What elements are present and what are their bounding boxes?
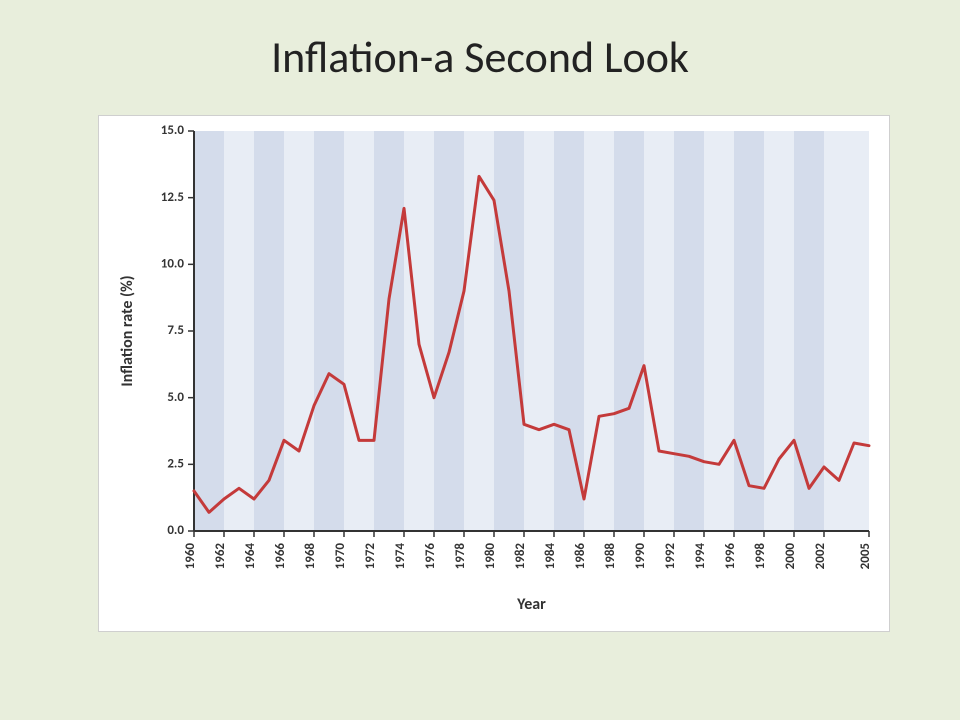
x-tick-label: 1960 bbox=[183, 543, 198, 570]
chart-stripe bbox=[374, 131, 404, 531]
x-tick-label: 1992 bbox=[663, 543, 678, 570]
chart-stripe bbox=[734, 131, 764, 531]
chart-stripe bbox=[494, 131, 524, 531]
x-tick-label: 1994 bbox=[693, 543, 708, 570]
y-tick-label: 10.0 bbox=[161, 256, 185, 271]
x-tick-label: 1970 bbox=[333, 543, 348, 570]
inflation-chart: 0.0 2.5 5.0 7.5 10.0 12.5 15.0 1960 1962 1964 1966… bbox=[98, 115, 890, 632]
chart-stripe bbox=[704, 131, 734, 531]
chart-stripe bbox=[644, 131, 674, 531]
y-tick-label: 5.0 bbox=[167, 390, 184, 405]
chart-stripe bbox=[554, 131, 584, 531]
x-tick-label: 1990 bbox=[633, 543, 648, 570]
y-tick-label: 15.0 bbox=[161, 123, 185, 138]
chart-stripe bbox=[674, 131, 704, 531]
x-tick-label: 1986 bbox=[573, 543, 588, 570]
chart-stripe bbox=[194, 131, 224, 531]
x-tick-label: 1964 bbox=[243, 543, 258, 570]
y-tick-label: 0.0 bbox=[167, 523, 184, 538]
x-tick-label: 1976 bbox=[423, 543, 438, 570]
chart-stripe bbox=[764, 131, 794, 531]
x-tick-label: 1996 bbox=[723, 543, 738, 570]
x-tick-label: 1974 bbox=[393, 543, 408, 570]
slide-title: Inflation-a Second Look bbox=[0, 30, 960, 84]
x-tick-label: 1984 bbox=[543, 543, 558, 570]
x-tick-label: 1988 bbox=[603, 543, 618, 570]
chart-stripe bbox=[524, 131, 554, 531]
x-tick-label: 2000 bbox=[783, 543, 798, 570]
x-tick-label: 1972 bbox=[363, 543, 378, 570]
x-tick-label: 2002 bbox=[813, 543, 828, 570]
x-tick-label: 1998 bbox=[753, 543, 768, 570]
chart-stripe bbox=[344, 131, 374, 531]
y-axis-label: Inflation rate (%) bbox=[118, 275, 137, 386]
x-tick-label: 1978 bbox=[453, 543, 468, 570]
chart-stripe bbox=[314, 131, 344, 531]
chart-stripe bbox=[614, 131, 644, 531]
x-tick-label: 1968 bbox=[303, 543, 318, 570]
chart-stripe bbox=[224, 131, 254, 531]
x-tick-label: 2005 bbox=[858, 543, 873, 569]
x-tick-label: 1980 bbox=[483, 543, 498, 570]
y-tick-label: 7.5 bbox=[167, 323, 184, 338]
chart-stripe bbox=[434, 131, 464, 531]
x-tick-label: 1982 bbox=[513, 543, 528, 570]
y-tick-label: 2.5 bbox=[167, 456, 184, 471]
chart-stripe bbox=[284, 131, 314, 531]
y-tick-label: 12.5 bbox=[161, 190, 184, 205]
x-axis-label: Year bbox=[516, 595, 546, 614]
x-tick-label: 1966 bbox=[273, 543, 288, 570]
x-tick-label: 1962 bbox=[213, 543, 228, 570]
chart-stripe bbox=[254, 131, 284, 531]
